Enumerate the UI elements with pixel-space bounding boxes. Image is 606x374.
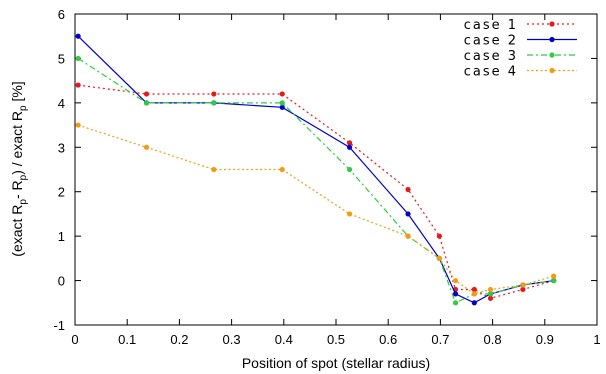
data-point — [471, 291, 477, 297]
data-point — [487, 291, 494, 297]
legend-item: case 3 — [464, 49, 577, 64]
x-tick-label: 0.8 — [484, 332, 502, 347]
y-axis-title-subscript: p — [18, 105, 29, 111]
series-line — [77, 57, 554, 304]
x-axis-title: Position of spot (stellar radius) — [242, 355, 430, 371]
y-tick-label: 0 — [58, 274, 65, 289]
y-tick-label: 4 — [58, 96, 65, 111]
data-point — [279, 100, 285, 106]
data-point — [279, 104, 285, 110]
data-point — [471, 286, 477, 293]
x-tick-label: 1 — [593, 332, 600, 347]
y-tick-label: 2 — [58, 185, 65, 200]
series-layer — [75, 33, 557, 306]
data-point — [143, 91, 150, 97]
data-point — [405, 233, 411, 239]
data-point — [279, 91, 285, 97]
plot-frame — [74, 13, 598, 326]
series-1 — [75, 82, 557, 301]
legend-label: case 3 — [464, 49, 518, 64]
x-tick-label: 0.7 — [431, 332, 449, 347]
x-tick-label: 0.6 — [379, 332, 397, 347]
data-point — [279, 166, 285, 173]
data-point — [75, 33, 81, 39]
x-tick-label: 0.1 — [118, 332, 136, 347]
data-point — [551, 273, 557, 279]
data-point — [487, 286, 494, 293]
x-tick-label: 0.9 — [536, 332, 554, 347]
y-axis-title-part: - R — [9, 180, 25, 199]
y-axis-title-part: ) / exact R — [9, 111, 25, 175]
data-point — [405, 186, 411, 193]
y-tick-labels: -1 0 1 2 3 4 5 6 — [53, 7, 65, 333]
data-point — [452, 300, 459, 306]
y-tick-label: 6 — [58, 7, 65, 22]
legend-marker — [549, 52, 555, 58]
y-tick-label: 5 — [58, 51, 65, 66]
y-tick-label: 3 — [58, 140, 65, 155]
data-point — [452, 291, 459, 297]
legend-label: case 4 — [464, 65, 518, 80]
y-axis-title-part: [%] — [9, 81, 25, 105]
legend-item: case 4 — [464, 65, 577, 80]
data-point — [346, 140, 353, 146]
data-point — [211, 100, 217, 106]
data-point — [346, 211, 353, 217]
data-point — [520, 282, 526, 288]
legend-item: case 1 — [464, 18, 577, 33]
legend-marker — [549, 21, 555, 27]
data-point — [143, 100, 150, 106]
y-tick-label: -1 — [53, 318, 65, 333]
data-point — [346, 144, 353, 150]
data-point — [75, 82, 81, 88]
x-tick-label: 0.2 — [170, 332, 188, 347]
series-line — [78, 84, 554, 299]
y-tick-label: 1 — [58, 229, 65, 244]
data-point — [211, 91, 217, 97]
data-point — [211, 166, 217, 173]
legend-item: case 2 — [464, 34, 577, 49]
x-tick-label: 0 — [71, 332, 78, 347]
data-point — [346, 166, 353, 173]
data-point — [75, 122, 81, 128]
data-point — [436, 233, 442, 239]
series-4 — [75, 122, 557, 297]
data-point — [405, 211, 411, 217]
y-axis-title-part: (exact R — [9, 205, 25, 257]
x-tick-label: 0.4 — [275, 332, 293, 347]
y-axis-title: (exact Rp- Rp) / exact Rp [%] — [9, 81, 29, 256]
x-tick-label: 0.5 — [327, 332, 345, 347]
data-point — [471, 300, 477, 306]
series-line — [77, 124, 554, 295]
data-point — [75, 55, 81, 62]
legend-marker — [549, 67, 555, 74]
legend-marker — [549, 36, 555, 43]
data-point — [452, 277, 459, 284]
x-tick-label: 0.3 — [223, 332, 241, 347]
data-point — [143, 144, 150, 150]
data-point — [551, 277, 557, 284]
axis-ticks — [74, 13, 598, 326]
legend-label: case 1 — [464, 18, 518, 33]
y-axis-title-subscript: p — [18, 199, 29, 205]
data-point — [487, 295, 494, 301]
y-axis-title-subscript: p — [18, 174, 29, 180]
x-tick-labels: 0 0.1 0.2 0.3 0.4 0.5 0.6 0.7 0.8 0.9 1 — [71, 332, 600, 347]
data-point — [436, 255, 442, 261]
data-point — [520, 286, 526, 293]
legend-label: case 2 — [464, 34, 518, 49]
